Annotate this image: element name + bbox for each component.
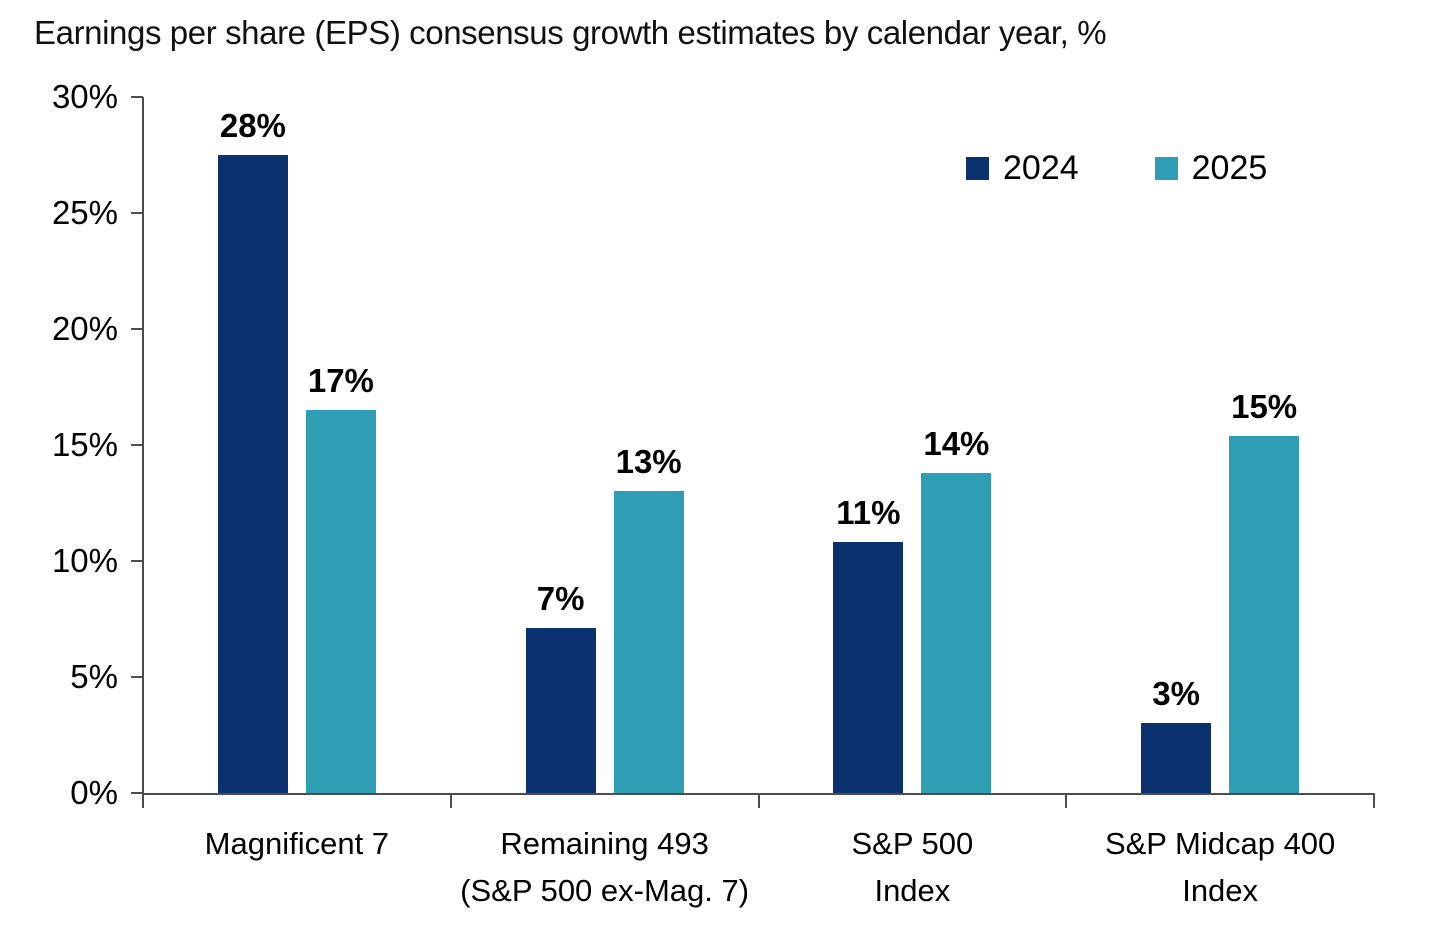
y-axis-tick-label: 0% [70,774,118,811]
bar-2024-remaining-493-s-p-500-ex-mag-7 [525,628,596,793]
legend-label-2025: 2025 [1191,149,1268,187]
y-axis-tick-label: 10% [51,542,118,579]
y-axis-tick [131,676,143,678]
legend-item-2024: 2024 [966,149,1079,188]
bar-value-label-2024-s-p-500-index: 11% [836,494,901,532]
legend-label-2024: 2024 [1003,149,1079,187]
x-axis-tick [142,794,144,808]
bar-2025-magnificent-7 [305,410,376,793]
y-axis-tick [131,212,143,214]
y-axis-tick [131,328,143,330]
legend: 2024 2025 [966,149,1267,188]
x-axis-category-label: S&P 500 Index [851,826,974,908]
bar-2025-s-p-500-index [921,472,992,793]
bar-2025-remaining-493-s-p-500-ex-mag-7 [613,491,684,793]
y-axis-tick [131,444,143,446]
x-axis-category-label: Magnificent 7 [204,826,390,861]
bar-value-label-2025-remaining-493-s-p-500-ex-mag-7: 13% [615,443,682,481]
legend-swatch-2025 [1154,157,1178,180]
x-axis-category-label: Remaining 493 (S&P 500 ex-Mag. 7) [460,826,750,908]
x-axis-tick [1373,794,1375,808]
y-axis-tick [131,792,143,794]
x-axis-tick [1065,794,1068,808]
x-axis-tick [757,794,760,808]
bar-value-label-2024-remaining-493-s-p-500-ex-mag-7: 7% [536,580,585,618]
y-axis-tick-label: 5% [70,658,118,695]
x-axis-tick [449,794,452,808]
x-axis-category-label: S&P Midcap 400 Index [1104,826,1336,908]
y-axis-tick-label: 20% [51,310,118,347]
bar-value-label-2024-magnificent-7: 28% [219,107,286,144]
bar-2024-magnificent-7 [217,155,288,793]
y-axis-tick-label: 30% [51,78,118,115]
bar-value-label-2025-s-p-midcap-400-index: 15% [1231,387,1298,425]
y-axis-tick [131,560,143,562]
y-axis-tick-label: 25% [51,194,118,231]
bar-value-label-2024-s-p-midcap-400-index: 3% [1152,675,1200,713]
bar-value-label-2025-s-p-500-index: 14% [923,424,990,462]
bar-2024-s-p-midcap-400-index [1141,723,1212,793]
y-axis-tick [131,96,143,98]
chart-title: Earnings per share (EPS) consensus growt… [34,14,1107,51]
y-axis-tick-label: 15% [51,426,118,463]
bar-2024-s-p-500-index [833,542,904,793]
legend-swatch-2024 [966,157,989,180]
bar-value-label-2025-magnificent-7: 17% [307,362,374,400]
bar-2025-s-p-midcap-400-index [1229,435,1300,793]
y-axis-line [142,97,144,795]
legend-item-2025: 2025 [1154,149,1268,188]
